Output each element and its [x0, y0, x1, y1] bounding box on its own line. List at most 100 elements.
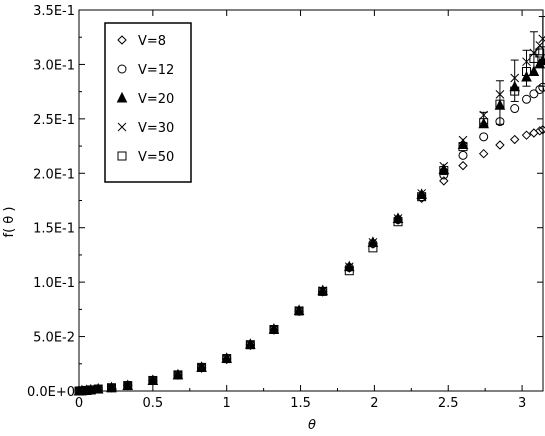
- data-point-square: [538, 46, 545, 56]
- data-point-square: [535, 48, 545, 58]
- legend-marker-square: [117, 151, 127, 161]
- data-point-triangle: [478, 117, 489, 129]
- data-point-cross: [123, 381, 133, 390]
- data-point-square: [106, 383, 116, 393]
- data-point-triangle: [457, 138, 469, 149]
- legend-label: V=20: [138, 92, 174, 107]
- data-point-square: [294, 306, 304, 316]
- legend-label: V=30: [138, 121, 174, 136]
- x-tick-label: 0.5: [143, 396, 164, 411]
- y-tick-label: 0.0E+0: [27, 385, 75, 400]
- data-point-diamond: [439, 176, 449, 186]
- data-point-circle: [479, 132, 489, 142]
- data-point-square: [222, 354, 232, 364]
- data-point-square: [86, 385, 96, 395]
- data-point-square: [479, 118, 489, 128]
- data-point-square: [393, 217, 403, 227]
- data-point-cross: [393, 214, 403, 223]
- x-axis-label: θ: [308, 418, 316, 433]
- x-tick-label: 3: [518, 396, 526, 411]
- data-point-circle: [535, 84, 545, 94]
- x-tick-label: 2: [370, 396, 378, 411]
- x-tick-label: 1.5: [290, 396, 311, 411]
- data-point-square: [245, 340, 255, 350]
- y-axis: 0.0E+0 5.0E-2 1.0E-1 1.5E-1 2.0E-1 2.5E-1 3.0E…: [27, 4, 543, 400]
- legend-label: V=8: [138, 34, 166, 49]
- x-tick-label: 0: [75, 396, 83, 411]
- data-point-cross: [269, 324, 279, 334]
- series-layer: [73, 34, 545, 396]
- data-point-square: [269, 324, 279, 334]
- data-point-cross: [318, 286, 328, 295]
- data-point-cross: [245, 340, 255, 349]
- data-point-circle: [538, 82, 545, 92]
- data-point-cross: [479, 110, 489, 120]
- data-point-diamond: [509, 134, 520, 145]
- data-point-diamond: [521, 130, 532, 140]
- data-point-cross: [197, 363, 206, 372]
- y-tick-label: 2.0E-1: [33, 167, 75, 182]
- x-tick-label: 1: [223, 396, 231, 411]
- data-point-cross: [148, 376, 158, 385]
- data-point-square: [197, 362, 207, 372]
- legend-marker-cross: [117, 122, 127, 132]
- data-point-square: [439, 166, 449, 176]
- data-point-cross: [173, 370, 183, 380]
- y-tick-label: 3.0E-1: [33, 58, 75, 73]
- data-point-circle: [510, 104, 520, 114]
- data-point-diamond: [538, 125, 545, 135]
- data-point-triangle: [537, 54, 545, 66]
- y-tick-label: 1.0E-1: [33, 276, 75, 291]
- y-tick-label: 2.5E-1: [33, 113, 75, 128]
- legend-marker-circle: [117, 64, 127, 74]
- data-point-square: [510, 86, 520, 96]
- data-point-cross: [522, 57, 531, 67]
- data-point-diamond: [535, 126, 545, 136]
- data-point-circle: [522, 94, 532, 104]
- data-point-cross: [107, 383, 116, 393]
- data-point-cross: [510, 73, 520, 83]
- series-v30: [74, 34, 545, 396]
- legend-marker-triangle: [116, 91, 128, 103]
- data-point-triangle: [509, 80, 521, 92]
- data-point-cross: [535, 41, 545, 50]
- x-tick-label: 2.5: [438, 396, 459, 411]
- data-point-square: [318, 286, 328, 296]
- y-axis-label: f( θ ): [2, 207, 17, 238]
- data-point-triangle: [521, 70, 532, 82]
- data-point-square: [344, 266, 354, 276]
- legend-label: V=12: [138, 63, 174, 78]
- data-point-square: [368, 243, 378, 253]
- y-tick-label: 5.0E-2: [33, 331, 75, 346]
- data-point-circle: [495, 117, 505, 127]
- data-point-square: [148, 375, 158, 385]
- data-point-cross: [368, 238, 378, 247]
- data-point-square: [173, 370, 183, 380]
- data-point-cross: [222, 353, 232, 363]
- x-axis: 0 0.5 1 1.5 2 2.5 3: [75, 10, 526, 411]
- data-point-square: [417, 192, 427, 202]
- data-point-cross: [529, 48, 539, 58]
- data-point-square: [529, 53, 539, 63]
- legend: V=8 V=12 V=20 V=30 V=50: [104, 22, 192, 183]
- data-point-diamond: [458, 160, 468, 171]
- y-tick-label: 3.5E-1: [33, 4, 75, 19]
- data-point-circle: [458, 150, 468, 160]
- data-point-cross: [93, 384, 103, 394]
- data-point-square: [522, 67, 532, 77]
- data-point-cross: [74, 386, 84, 396]
- data-point-cross: [495, 90, 505, 99]
- legend-marker-diamond: [117, 35, 127, 45]
- data-point-cross: [538, 34, 545, 44]
- legend-label: V=50: [138, 150, 174, 165]
- y-tick-label: 1.5E-1: [33, 222, 75, 237]
- data-point-triangle: [528, 65, 540, 77]
- data-point-square: [495, 99, 505, 109]
- data-point-diamond: [495, 140, 505, 150]
- data-point-cross: [294, 306, 304, 315]
- data-point-triangle: [494, 99, 506, 110]
- data-point-square: [123, 381, 133, 391]
- data-point-square: [93, 384, 103, 394]
- data-point-diamond: [478, 148, 489, 159]
